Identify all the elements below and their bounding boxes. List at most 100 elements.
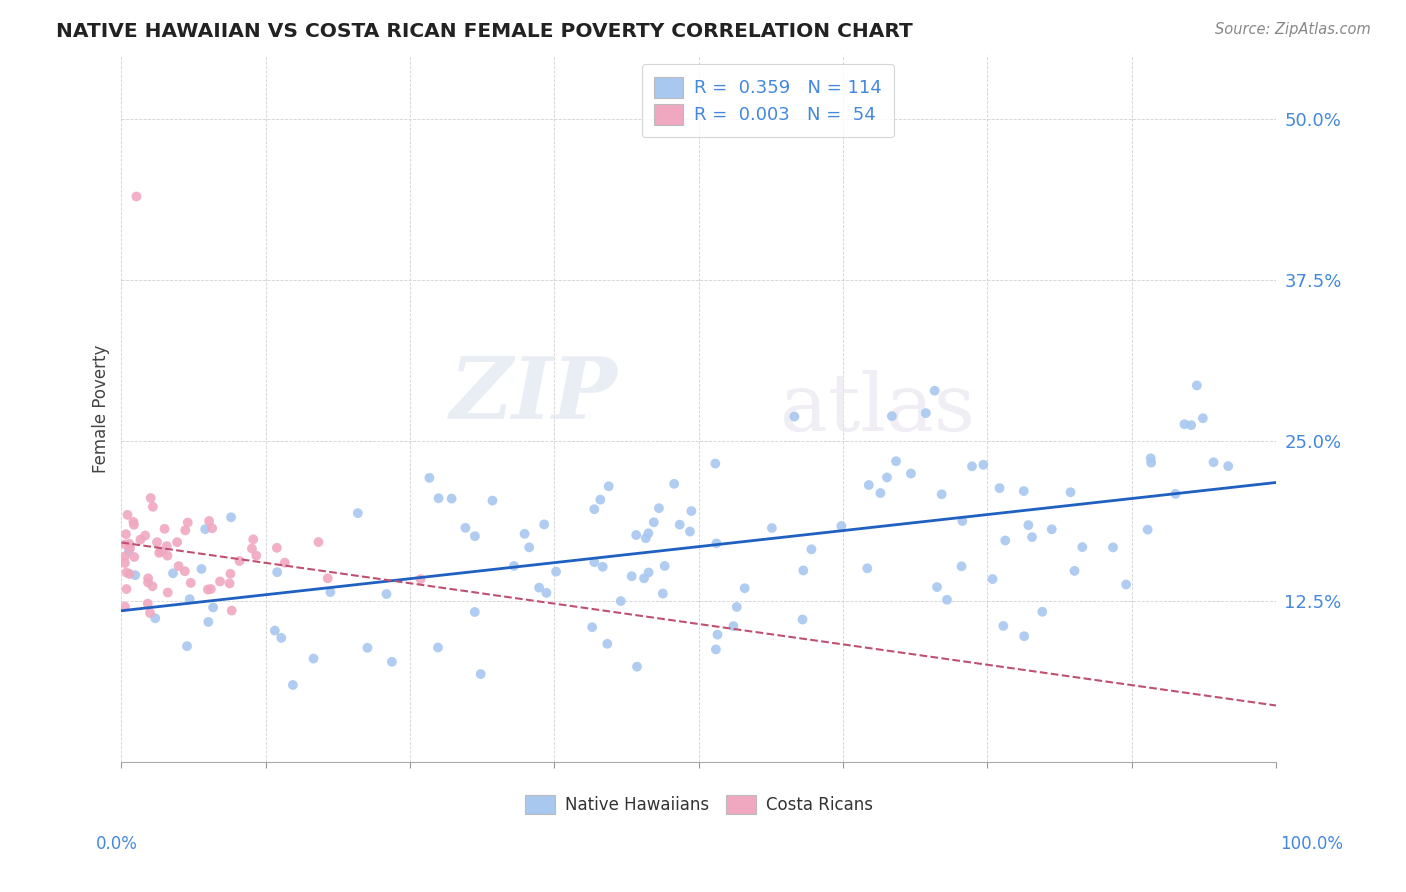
Point [200, 582, 222, 596]
Point [150, 544, 173, 558]
Point [173, 564, 195, 578]
Point [427, 491, 450, 506]
Point [136, 575, 159, 590]
Point [1180, 418, 1202, 433]
Point [118, 541, 141, 555]
Point [620, 569, 643, 583]
Point [900, 467, 922, 481]
Point [513, 526, 536, 541]
Point [464, 605, 486, 619]
Point [1012, 629, 1035, 643]
Point [117, 508, 139, 522]
Point [156, 539, 179, 553]
Point [624, 528, 647, 542]
Point [924, 384, 946, 398]
Point [440, 491, 463, 506]
Point [960, 459, 983, 474]
Point [156, 585, 179, 599]
Legend: Native Hawaiians, Costa Ricans: Native Hawaiians, Costa Ricans [519, 789, 879, 821]
Point [517, 541, 540, 555]
Text: Source: ZipAtlas.com: Source: ZipAtlas.com [1215, 22, 1371, 37]
Point [1063, 564, 1085, 578]
Point [931, 487, 953, 501]
Point [1071, 540, 1094, 554]
Point [725, 599, 748, 614]
Point [858, 478, 880, 492]
Point [153, 522, 176, 536]
Text: NATIVE HAWAIIAN VS COSTA RICAN FEMALE POVERTY CORRELATION CHART: NATIVE HAWAIIAN VS COSTA RICAN FEMALE PO… [56, 22, 912, 41]
Point [156, 549, 179, 563]
Point [316, 571, 339, 585]
Point [202, 600, 225, 615]
Point [114, 599, 136, 614]
Point [266, 565, 288, 579]
Point [633, 571, 655, 585]
Point [1115, 577, 1137, 591]
Point [884, 454, 907, 468]
Point [122, 515, 145, 529]
Point [876, 470, 898, 484]
Point [583, 555, 606, 569]
Point [598, 479, 620, 493]
Point [783, 409, 806, 424]
Point [1139, 451, 1161, 466]
Point [148, 546, 170, 560]
Point [936, 592, 959, 607]
Point [418, 471, 440, 485]
Point [274, 556, 297, 570]
Point [651, 586, 673, 600]
Point [679, 524, 702, 539]
Point [180, 575, 202, 590]
Y-axis label: Female Poverty: Female Poverty [93, 344, 110, 473]
Point [856, 561, 879, 575]
Point [375, 587, 398, 601]
Point [143, 611, 166, 625]
Point [654, 558, 676, 573]
Point [1173, 417, 1195, 432]
Point [201, 521, 224, 535]
Point [610, 594, 633, 608]
Point [266, 541, 288, 555]
Point [637, 566, 659, 580]
Point [734, 581, 756, 595]
Point [1192, 411, 1215, 425]
Point [179, 592, 201, 607]
Point [263, 624, 285, 638]
Point [240, 541, 263, 556]
Point [136, 597, 159, 611]
Point [792, 613, 814, 627]
Point [626, 659, 648, 673]
Point [381, 655, 404, 669]
Text: atlas: atlas [779, 369, 974, 448]
Point [221, 603, 243, 617]
Point [118, 566, 141, 581]
Point [581, 620, 603, 634]
Point [634, 531, 657, 545]
Point [1218, 459, 1240, 474]
Point [950, 514, 973, 528]
Point [536, 586, 558, 600]
Point [1164, 487, 1187, 501]
Point [981, 572, 1004, 586]
Point [122, 517, 145, 532]
Point [704, 457, 727, 471]
Point [139, 606, 162, 620]
Point [115, 527, 138, 541]
Point [988, 481, 1011, 495]
Point [1040, 522, 1063, 536]
Point [637, 526, 659, 541]
Point [308, 535, 330, 549]
Point [136, 571, 159, 585]
Point [583, 502, 606, 516]
Point [141, 579, 163, 593]
Point [1140, 456, 1163, 470]
Text: ZIP: ZIP [450, 352, 617, 436]
Point [544, 565, 567, 579]
Point [356, 640, 378, 655]
Point [162, 566, 184, 581]
Point [972, 458, 994, 472]
Point [1017, 518, 1039, 533]
Point [792, 564, 814, 578]
Point [142, 500, 165, 514]
Point [139, 491, 162, 505]
